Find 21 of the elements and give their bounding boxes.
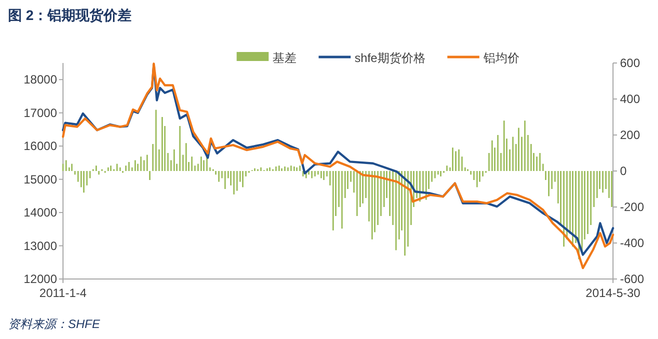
chart-title: 图 2：铝期现货价差 [8,7,132,23]
legend-label: 铝均价 [482,51,520,65]
y2-tick-label: -200 [620,200,644,214]
text: 资料来源：SHFE [8,317,101,331]
y-tick-label: 13000 [24,238,58,253]
y2-tick-label: -400 [620,236,644,250]
y-tick-label: 15000 [24,172,58,186]
y-tick-label: 17000 [24,106,58,120]
legend-label: 基差 [272,51,297,65]
y-tick-label: 12000 [24,272,58,286]
x-tick-label: 2011-1-4 [39,286,87,300]
y-tick-label: 14000 [24,206,58,220]
legend-label: shfe期货价格 [354,51,426,65]
y-tick-label: 16000 [24,139,58,154]
y2-tick-label: 400 [620,92,640,106]
y-tick-label: 18000 [24,72,58,87]
x-tick-label: 2014-5-30 [586,286,641,300]
y2-tick-label: -600 [620,272,644,286]
y2-tick-label: 600 [620,56,640,70]
y2-tick-label: 200 [620,128,640,142]
y2-tick-label: 0 [620,164,627,178]
